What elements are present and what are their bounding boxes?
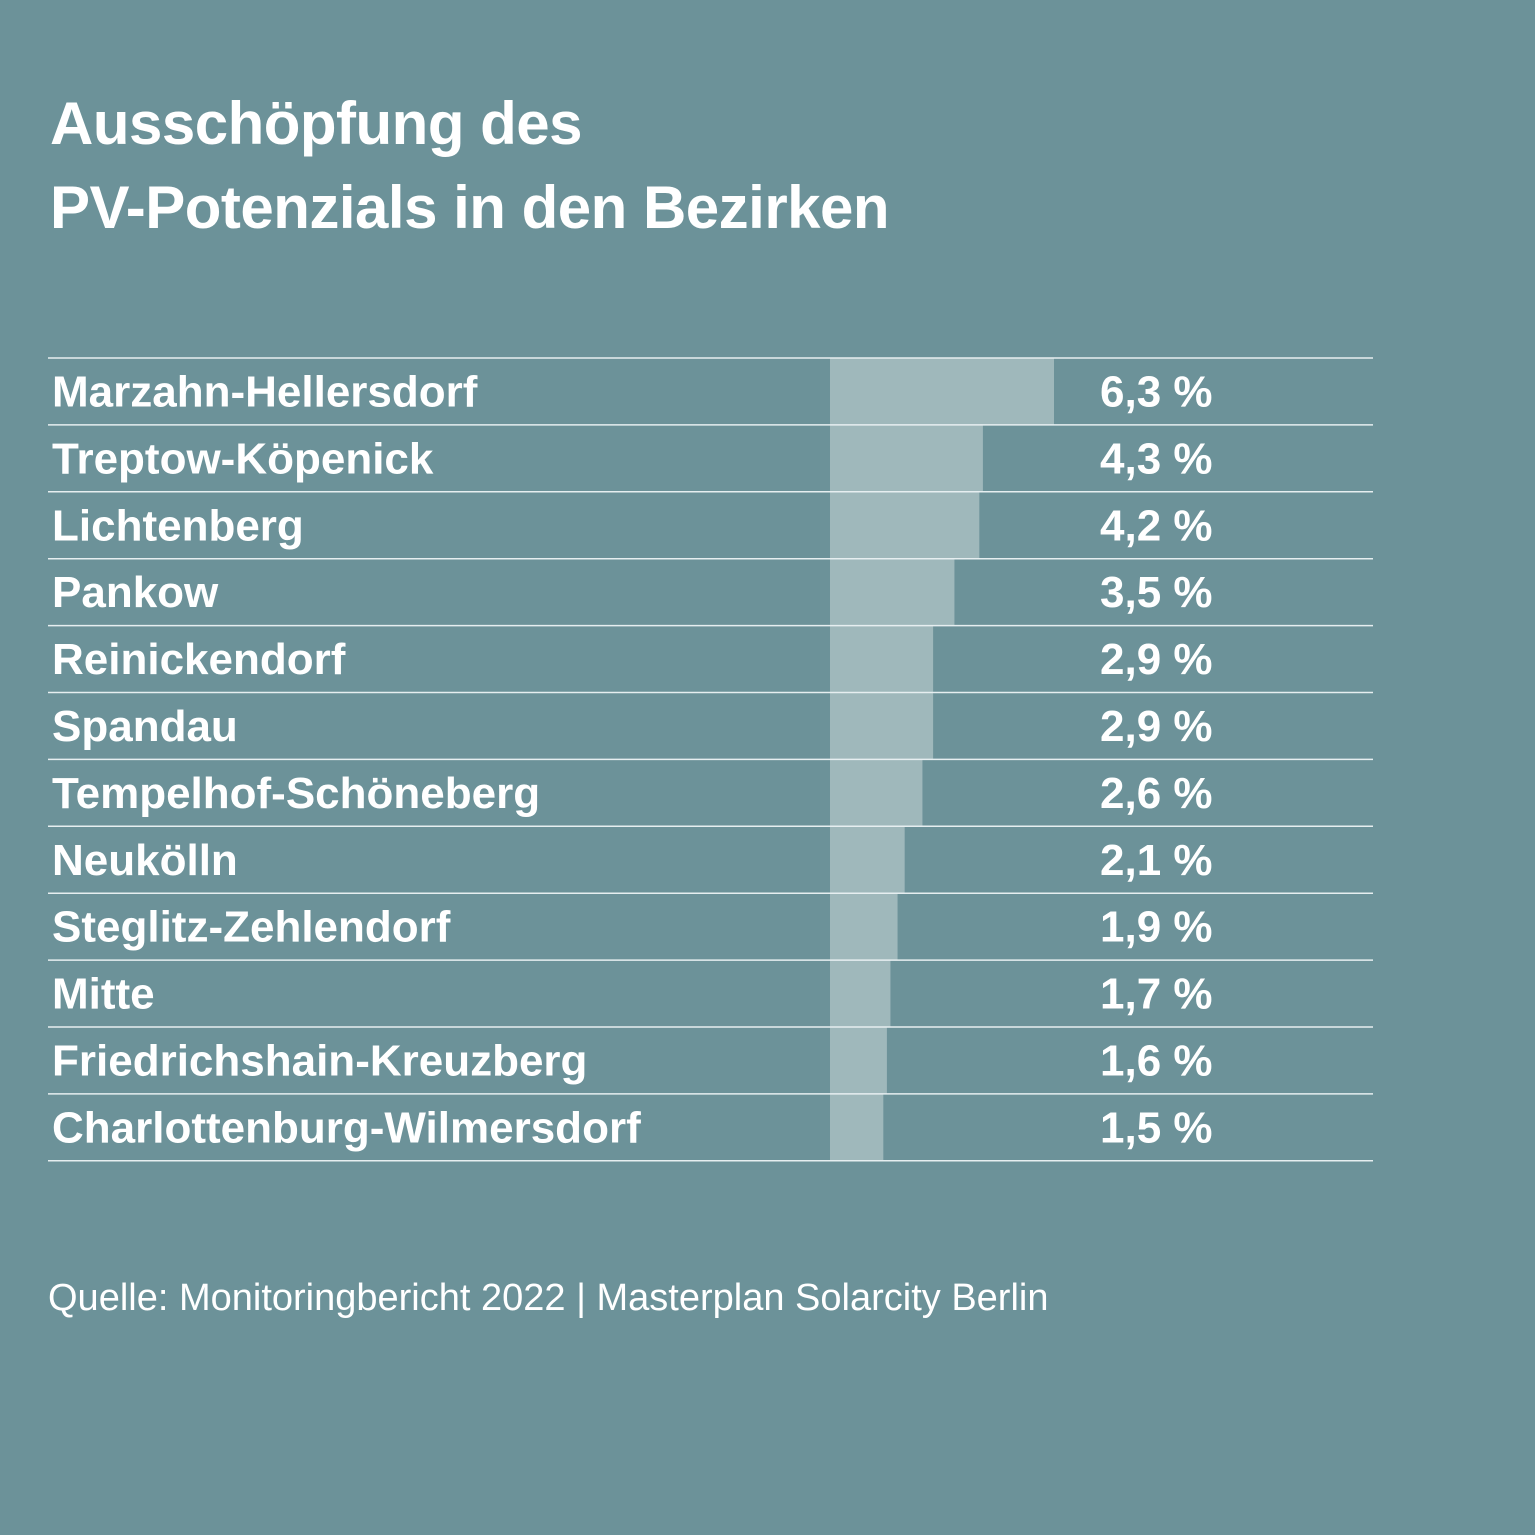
value-label: 2,9 % bbox=[1100, 635, 1213, 684]
bar-9 bbox=[830, 893, 898, 961]
value-label: 4,2 % bbox=[1100, 501, 1213, 550]
value-label: 2,6 % bbox=[1100, 769, 1213, 818]
value-label: 3,5 % bbox=[1100, 568, 1213, 617]
category-label: Charlottenburg-Wilmersdorf bbox=[52, 1103, 641, 1152]
chart-title: Ausschöpfung des PV-Potenzials in den Be… bbox=[50, 82, 890, 250]
category-label: Steglitz-Zehlendorf bbox=[52, 903, 451, 952]
value-label: 1,5 % bbox=[1100, 1103, 1213, 1152]
bar-1 bbox=[830, 358, 1054, 425]
category-label: Mitte bbox=[52, 970, 155, 1019]
bar-2 bbox=[830, 424, 983, 492]
bar-4 bbox=[830, 558, 955, 626]
category-label: Marzahn-Hellersdorf bbox=[52, 367, 478, 416]
category-label: Pankow bbox=[52, 568, 219, 617]
bar-12 bbox=[830, 1093, 884, 1161]
category-label: Treptow-Köpenick bbox=[52, 434, 434, 483]
category-label: Lichtenberg bbox=[52, 501, 304, 550]
category-label: Spandau bbox=[52, 702, 238, 751]
bar-3 bbox=[830, 491, 980, 559]
category-label: Reinickendorf bbox=[52, 635, 346, 684]
bar-7 bbox=[830, 759, 923, 827]
value-label: 6,3 % bbox=[1100, 367, 1213, 416]
category-label: Tempelhof-Schöneberg bbox=[52, 769, 540, 818]
value-label: 1,9 % bbox=[1100, 903, 1213, 952]
value-label: 2,1 % bbox=[1100, 836, 1213, 885]
chart-title-line-2: PV-Potenzials in den Bezirken bbox=[50, 174, 890, 241]
value-label: 4,3 % bbox=[1100, 434, 1213, 483]
bar-10 bbox=[830, 960, 891, 1027]
value-label: 2,9 % bbox=[1100, 702, 1213, 751]
bar-6 bbox=[830, 692, 934, 760]
source-note: Quelle: Monitoringbericht 2022 | Masterp… bbox=[48, 1277, 1049, 1319]
category-label: Neukölln bbox=[52, 836, 238, 885]
value-label: 1,6 % bbox=[1100, 1036, 1213, 1085]
bar-11 bbox=[830, 1027, 887, 1094]
bar-8 bbox=[830, 826, 905, 894]
chart-title-line-1: Ausschöpfung des bbox=[50, 90, 583, 157]
bar-5 bbox=[830, 625, 934, 693]
value-label: 1,7 % bbox=[1100, 970, 1213, 1019]
category-label: Friedrichshain-Kreuzberg bbox=[52, 1036, 587, 1085]
